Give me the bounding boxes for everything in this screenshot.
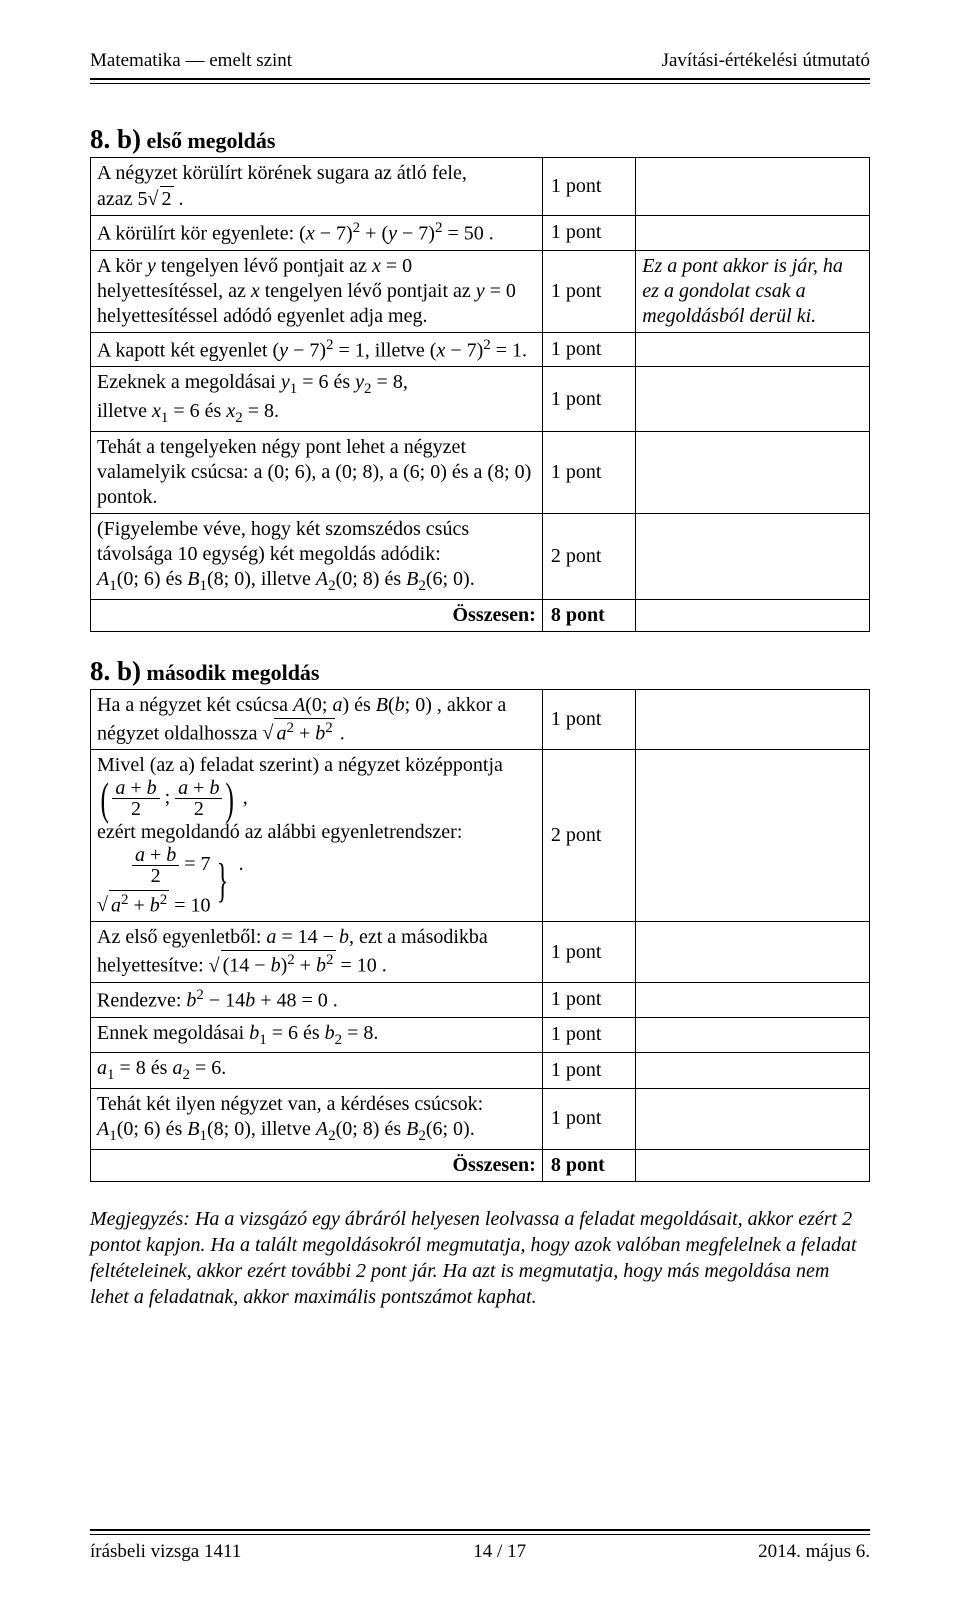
note-cell: [636, 922, 870, 983]
solution-b-heading: 8. b) második megoldás: [90, 656, 870, 687]
note-cell: [636, 367, 870, 432]
heading-number: 8. b): [90, 656, 141, 686]
solution-b-table: Ha a négyzet két csúcsa A(0; a) és B(b; …: [90, 689, 870, 1182]
points-cell: 2 pont: [542, 750, 635, 922]
table-row: Rendezve: b2 − 14b + 48 = 0 .1 pont: [91, 982, 870, 1017]
step-cell: A kapott két egyenlet (y − 7)2 = 1, ille…: [91, 332, 543, 367]
points-cell: 1 pont: [542, 332, 635, 367]
table-row: Ha a négyzet két csúcsa A(0; a) és B(b; …: [91, 689, 870, 750]
note-cell: [636, 158, 870, 216]
table-row: Ezeknek a megoldásai y1 = 6 és y2 = 8,il…: [91, 367, 870, 432]
points-cell: 1 pont: [542, 982, 635, 1017]
total-label: Összesen:: [91, 1149, 543, 1181]
step-cell: A körülírt kör egyenlete: (x − 7)2 + (y …: [91, 216, 543, 251]
note-cell: [636, 216, 870, 251]
table-row: Tehát a tengelyeken négy pont lehet a né…: [91, 431, 870, 513]
points-cell: 1 pont: [542, 158, 635, 216]
total-row: Összesen:8 pont: [91, 599, 870, 631]
table-row: Tehát két ilyen négyzet van, a kérdéses …: [91, 1089, 870, 1150]
total-note: [636, 1149, 870, 1181]
table-row: Az első egyenletből: a = 14 − b, ezt a m…: [91, 922, 870, 983]
table-row: Mivel (az a) feladat szerint) a négyzet …: [91, 750, 870, 922]
heading-text: első megoldás: [147, 128, 276, 153]
footer-left: írásbeli vizsga 1411: [90, 1541, 241, 1563]
note-cell: [636, 982, 870, 1017]
step-cell: Tehát két ilyen négyzet van, a kérdéses …: [91, 1089, 543, 1150]
total-points: 8 pont: [542, 1149, 635, 1181]
total-points: 8 pont: [542, 599, 635, 631]
step-cell: A kör y tengelyen lévő pontjait az x = 0…: [91, 250, 543, 332]
page: Matematika — emelt szint Javítási-értéke…: [0, 0, 960, 1603]
total-row: Összesen:8 pont: [91, 1149, 870, 1181]
footer-center: 14 / 17: [473, 1541, 526, 1563]
points-cell: 1 pont: [542, 922, 635, 983]
table-row: A kapott két egyenlet (y − 7)2 = 1, ille…: [91, 332, 870, 367]
note-cell: [636, 689, 870, 750]
footer-rule-thick: [90, 1529, 870, 1531]
table-row: A körülírt kör egyenlete: (x − 7)2 + (y …: [91, 216, 870, 251]
points-cell: 1 pont: [542, 689, 635, 750]
points-cell: 1 pont: [542, 431, 635, 513]
step-cell: A négyzet körülírt körének sugara az átl…: [91, 158, 543, 216]
page-footer: írásbeli vizsga 1411 14 / 17 2014. május…: [90, 1509, 870, 1563]
step-cell: Az első egyenletből: a = 14 − b, ezt a m…: [91, 922, 543, 983]
footer-line: írásbeli vizsga 1411 14 / 17 2014. május…: [90, 1541, 870, 1563]
points-cell: 1 pont: [542, 1089, 635, 1150]
step-cell: Tehát a tengelyeken négy pont lehet a né…: [91, 431, 543, 513]
points-cell: 1 pont: [542, 1053, 635, 1089]
note-cell: [636, 332, 870, 367]
note-cell: [636, 431, 870, 513]
points-cell: 1 pont: [542, 367, 635, 432]
note-cell: [636, 1053, 870, 1089]
table-row: (Figyelembe véve, hogy két szomszédos cs…: [91, 513, 870, 599]
note-cell: [636, 750, 870, 922]
table-row: a1 = 8 és a2 = 6.1 pont: [91, 1053, 870, 1089]
note-cell: [636, 1017, 870, 1053]
points-cell: 1 pont: [542, 1017, 635, 1053]
footer-rule-thin: [90, 1534, 870, 1535]
step-cell: Mivel (az a) feladat szerint) a négyzet …: [91, 750, 543, 922]
heading-number: 8. b): [90, 124, 141, 154]
header-right: Javítási-értékelési útmutató: [662, 50, 870, 72]
remark: Megjegyzés: Ha a vizsgázó egy ábráról he…: [90, 1206, 870, 1310]
total-note: [636, 599, 870, 631]
footer-right: 2014. május 6.: [758, 1541, 870, 1563]
header-left: Matematika — emelt szint: [90, 50, 292, 72]
table-row: A kör y tengelyen lévő pontjait az x = 0…: [91, 250, 870, 332]
note-cell: [636, 513, 870, 599]
note-cell: Ez a pont akkor is jár, ha ez a gondolat…: [636, 250, 870, 332]
points-cell: 1 pont: [542, 250, 635, 332]
step-cell: (Figyelembe véve, hogy két szomszédos cs…: [91, 513, 543, 599]
solution-a-table: A négyzet körülírt körének sugara az átl…: [90, 157, 870, 632]
heading-text: második megoldás: [147, 660, 320, 685]
solution-a-heading: 8. b) első megoldás: [90, 124, 870, 155]
step-cell: Ezeknek a megoldásai y1 = 6 és y2 = 8,il…: [91, 367, 543, 432]
step-cell: Ennek megoldásai b1 = 6 és b2 = 8.: [91, 1017, 543, 1053]
note-cell: [636, 1089, 870, 1150]
rule-thick: [90, 78, 870, 80]
total-label: Összesen:: [91, 599, 543, 631]
content: 8. b) első megoldás A négyzet körülírt k…: [90, 84, 870, 1509]
step-cell: Ha a négyzet két csúcsa A(0; a) és B(b; …: [91, 689, 543, 750]
table-row: A négyzet körülírt körének sugara az átl…: [91, 158, 870, 216]
step-cell: Rendezve: b2 − 14b + 48 = 0 .: [91, 982, 543, 1017]
page-header: Matematika — emelt szint Javítási-értéke…: [90, 50, 870, 72]
points-cell: 2 pont: [542, 513, 635, 599]
table-row: Ennek megoldásai b1 = 6 és b2 = 8.1 pont: [91, 1017, 870, 1053]
step-cell: a1 = 8 és a2 = 6.: [91, 1053, 543, 1089]
points-cell: 1 pont: [542, 216, 635, 251]
